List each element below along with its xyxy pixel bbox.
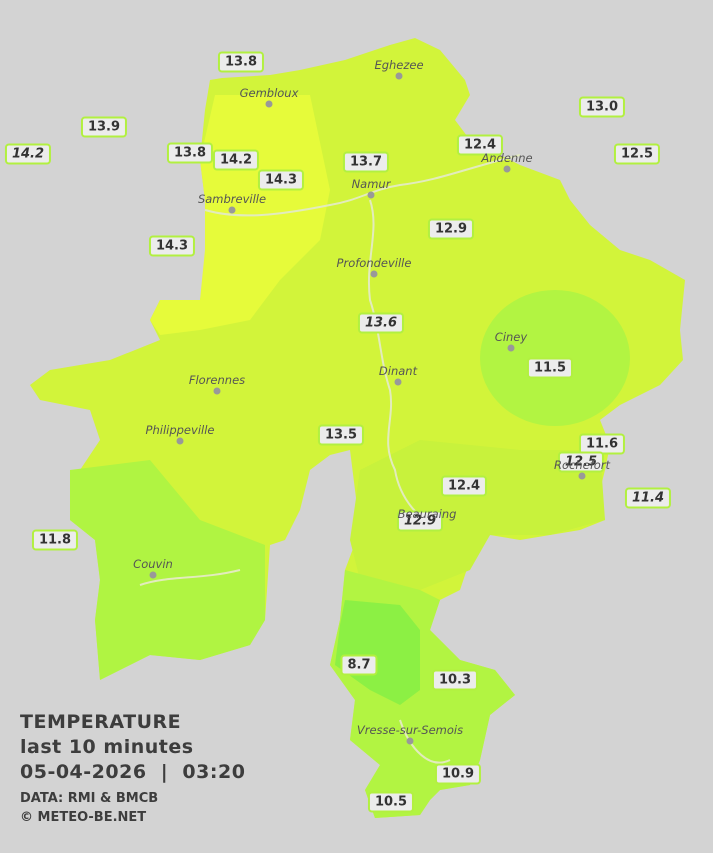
station-label: 10.9 [434, 763, 482, 785]
station-label: 13.9 [80, 116, 128, 138]
legend-source: DATA: RMI & BMCB [20, 791, 159, 806]
city-dot [265, 100, 273, 108]
city-dot [370, 270, 378, 278]
city-label: Vresse-sur-Semois [356, 723, 464, 737]
cold-zone [335, 600, 420, 705]
station-label: 12.9 [396, 510, 444, 532]
city-dot [406, 737, 414, 745]
legend: TEMPERATURE last 10 minutes 05-04-2026 |… [20, 710, 245, 827]
station-label: 8.7 [340, 654, 378, 676]
mid-zone [350, 440, 605, 590]
city-label: Beauraing [397, 507, 457, 521]
city-label: Rochefort [553, 458, 611, 472]
city-dot [228, 206, 236, 214]
legend-copyright: © METEO-BE.NET [20, 810, 147, 825]
legend-title: TEMPERATURE [20, 711, 182, 733]
station-label: 13.7 [342, 151, 390, 173]
station-label: 12.4 [456, 134, 504, 156]
legend-datetime: 05-04-2026 | 03:20 [20, 761, 246, 783]
station-label: 12.9 [427, 218, 475, 240]
city-dot [367, 191, 375, 199]
city-label: Philippeville [145, 423, 215, 437]
city-label: Profondeville [336, 256, 412, 270]
station-label: 11.8 [31, 529, 79, 551]
station-label: 13.8 [166, 142, 214, 164]
city-label: Dinant [378, 364, 418, 378]
cool-zone [70, 460, 265, 680]
city-dot [149, 571, 157, 579]
station-label: 12.5 [613, 143, 661, 165]
river [139, 154, 521, 764]
city-dot [578, 472, 586, 480]
station-label: 13.6 [357, 312, 405, 334]
city-dot [394, 378, 402, 386]
city-dot [507, 344, 515, 352]
station-label: 12.4 [440, 475, 488, 497]
station-label: 11.5 [526, 357, 574, 379]
city-label: Couvin [133, 557, 173, 571]
legend-subtitle: last 10 minutes [20, 736, 194, 758]
city-label: Andenne [481, 151, 533, 165]
city-label: Eghezee [374, 58, 424, 72]
station-label: 13.8 [217, 51, 265, 73]
city-dot [176, 437, 184, 445]
station-label: 14.2 [212, 149, 260, 171]
station-label: 13.5 [317, 424, 365, 446]
station-label: 13.0 [578, 96, 626, 118]
city-dot [503, 165, 511, 173]
city-label: Gembloux [239, 86, 299, 100]
city-label: Ciney [494, 330, 528, 344]
city-dot [213, 387, 221, 395]
station-label: 12.5 [557, 451, 605, 473]
city-label: Florennes [188, 373, 246, 387]
station-label: 11.4 [624, 487, 672, 509]
city-dot [395, 72, 403, 80]
station-label: 10.3 [431, 669, 479, 691]
city-label: Namur [351, 177, 391, 191]
station-label: 14.2 [4, 143, 52, 165]
station-label: 10.5 [367, 791, 415, 813]
station-label: 14.3 [148, 235, 196, 257]
city-label: Sambreville [197, 192, 267, 206]
station-label: 14.3 [257, 169, 305, 191]
